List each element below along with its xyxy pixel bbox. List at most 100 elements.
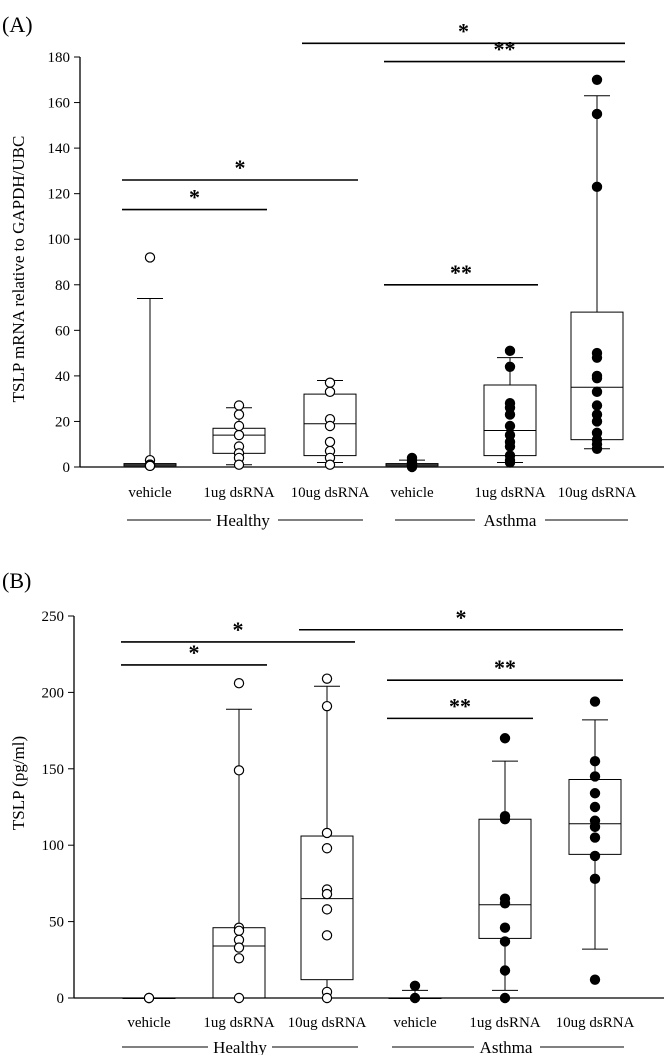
data-point xyxy=(499,814,511,825)
significance-label: * xyxy=(235,155,246,180)
data-point xyxy=(589,832,601,843)
data-point xyxy=(591,181,603,193)
data-point xyxy=(499,992,511,1004)
data-point xyxy=(591,416,603,427)
panel-b-x-tick-label: 10ug dsRNA xyxy=(288,1015,367,1031)
data-point xyxy=(321,930,333,941)
panel-a-plot: 0 20 40 60 80 100 120 140 160 180 vehicle 1ug dsRNA… xyxy=(48,18,664,501)
data-point xyxy=(324,386,336,398)
panel-a-x-tick-label: 1ug dsRNA xyxy=(203,485,274,501)
panel-a-y-tick-label: 60 xyxy=(55,323,70,339)
data-point xyxy=(504,409,516,420)
panel-a-y-tick-label: 0 xyxy=(63,460,71,476)
data-point xyxy=(321,888,333,900)
data-point xyxy=(409,980,421,991)
data-point xyxy=(504,345,516,357)
panel-b-y-tick-label: 200 xyxy=(42,685,65,701)
panel-a-group-asthma: Asthma xyxy=(484,511,537,530)
data-point xyxy=(591,443,603,454)
data-point xyxy=(233,400,245,411)
panel-a-y-tick-label: 100 xyxy=(48,232,71,248)
data-point xyxy=(409,992,421,1004)
data-point xyxy=(591,400,603,411)
panel-a-ylabel: TSLP mRNA relative to GAPDH/UBC xyxy=(9,136,28,403)
panel-b-group-asthma: Asthma xyxy=(480,1038,533,1055)
significance-label: ** xyxy=(494,37,516,62)
data-point xyxy=(233,765,245,776)
data-point xyxy=(321,843,333,854)
significance-label: ** xyxy=(494,655,516,680)
data-point xyxy=(499,922,511,933)
panel-a-y-tick-label: 80 xyxy=(55,278,70,294)
data-point xyxy=(321,992,333,1004)
data-point xyxy=(144,460,156,472)
panel-a-y-tick-label: 180 xyxy=(48,50,71,66)
data-point xyxy=(143,992,155,1004)
panel-a-y-tick-label: 20 xyxy=(55,414,70,430)
data-point xyxy=(233,925,245,936)
data-point xyxy=(499,733,511,744)
panel-b-y-tick-label: 100 xyxy=(42,838,65,854)
significance-label: * xyxy=(233,617,244,642)
data-point xyxy=(144,252,156,263)
data-point xyxy=(233,942,245,953)
significance-label: * xyxy=(189,185,200,210)
significance-label: ** xyxy=(449,693,471,718)
data-point xyxy=(504,420,516,432)
panel-a-x-tick-label: 10ug dsRNA xyxy=(291,485,370,501)
significance-label: * xyxy=(189,640,200,665)
box-iqr xyxy=(478,818,532,939)
data-point xyxy=(589,696,601,707)
panel-a-label: (A) xyxy=(2,12,33,37)
data-point xyxy=(324,420,336,432)
panel-a-x-tick-label: vehicle xyxy=(390,485,434,501)
data-point xyxy=(589,755,601,767)
data-point xyxy=(406,461,418,473)
data-point xyxy=(589,801,601,813)
panel-b-ylabel: TSLP (pg/ml) xyxy=(9,736,28,830)
panel-a-x-tick-label: 10ug dsRNA xyxy=(558,485,637,501)
data-point xyxy=(591,352,603,363)
panel-b-group-healthy: Healthy xyxy=(213,1038,267,1055)
data-point xyxy=(233,420,245,432)
data-point xyxy=(321,904,333,915)
data-point xyxy=(504,361,516,372)
panel-b-y-tick-label: 50 xyxy=(49,915,64,931)
data-point xyxy=(233,992,245,1004)
significance-label: * xyxy=(458,18,469,43)
panel-a-x-tick-label: vehicle xyxy=(128,485,172,501)
panel-b-x-tick-label: 1ug dsRNA xyxy=(469,1015,540,1031)
panel-b-y-tick-label: 150 xyxy=(42,762,65,778)
panel-b-x-tick-label: vehicle xyxy=(393,1015,437,1031)
panel-a-y-tick-label: 120 xyxy=(48,187,71,203)
data-point xyxy=(589,850,601,862)
panel-b-label: (B) xyxy=(2,568,31,593)
panel-b-plot: 0 50 100 150 200 250 vehicle 1ug dsRNA 10ug dsRN… xyxy=(42,605,664,1031)
panel-b-y-tick-label: 250 xyxy=(42,609,65,625)
data-point xyxy=(233,409,245,420)
data-point xyxy=(321,673,333,684)
panel-b-y-tick-label: 0 xyxy=(57,991,65,1007)
significance-label: ** xyxy=(450,260,472,285)
panel-b-x-tick-label: vehicle xyxy=(127,1015,171,1031)
data-point xyxy=(589,788,601,799)
data-point xyxy=(591,386,603,398)
data-point xyxy=(499,965,511,976)
data-point xyxy=(233,678,245,689)
panel-b-x-tick-label: 10ug dsRNA xyxy=(556,1015,635,1031)
data-point xyxy=(321,827,333,839)
panel-a-y-tick-label: 140 xyxy=(48,141,71,157)
data-point xyxy=(504,457,516,468)
data-point xyxy=(321,700,333,712)
data-point xyxy=(233,953,245,964)
significance-label: * xyxy=(456,605,467,630)
data-point xyxy=(324,436,336,448)
panel-a-group-healthy: Healthy xyxy=(216,511,270,530)
data-point xyxy=(324,459,336,470)
panel-a-y-tick-label: 40 xyxy=(55,369,70,385)
data-point xyxy=(504,441,516,452)
data-point xyxy=(589,974,601,985)
data-point xyxy=(589,873,601,885)
panel-a-x-tick-label: 1ug dsRNA xyxy=(474,485,545,501)
panel-b-x-tick-label: 1ug dsRNA xyxy=(203,1015,274,1031)
